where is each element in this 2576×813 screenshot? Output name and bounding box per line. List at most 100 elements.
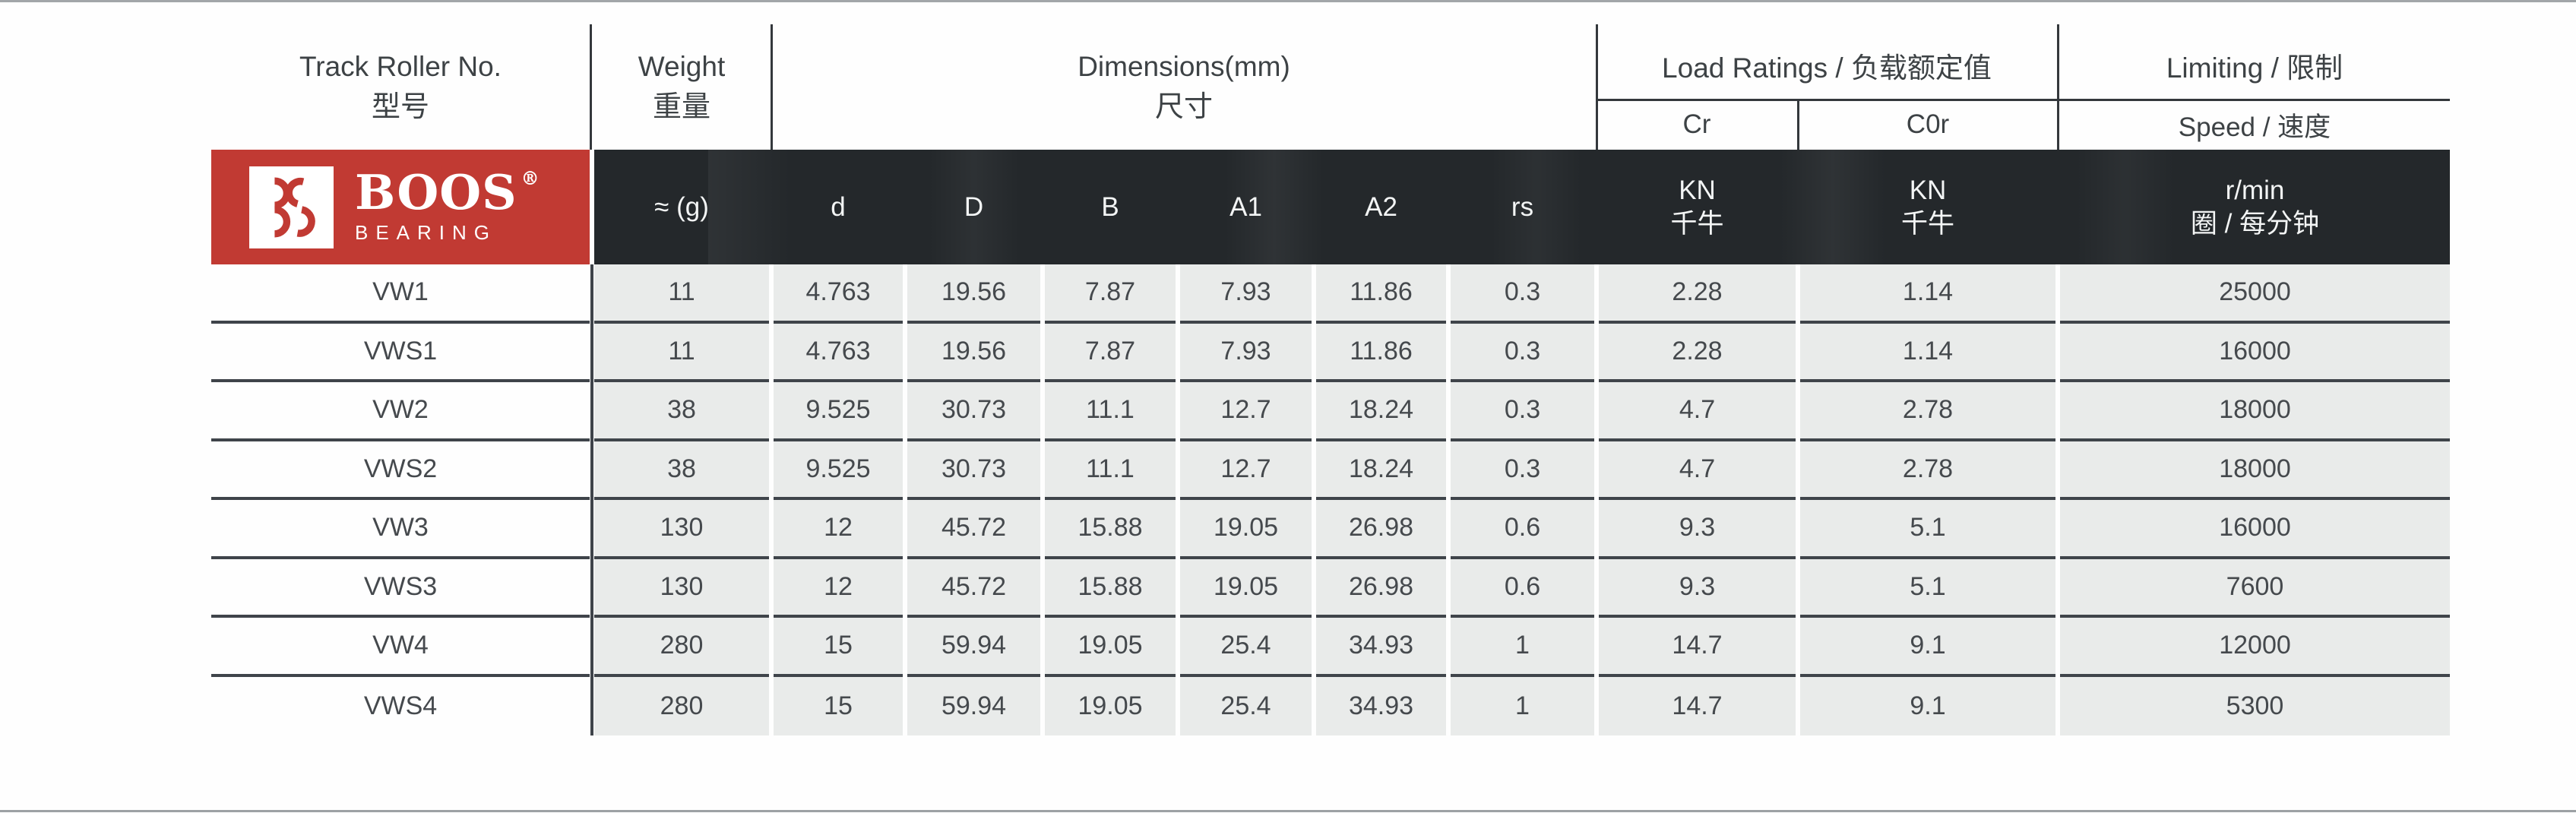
table-body: VW1 11 4.763 19.56 7.87 7.93 11.86 0.3 2.28 1.14 2… xyxy=(211,264,2450,735)
brand-name: BOOS xyxy=(355,164,517,220)
cell-A1: 25.4 xyxy=(1180,676,1312,735)
brand-subtitle: BEARING xyxy=(355,221,498,244)
cell-d: 4.763 xyxy=(774,323,903,382)
header-divider-track-weight xyxy=(590,24,592,150)
header-track-roller-en: Track Roller No. xyxy=(299,50,502,82)
cell-B: 7.87 xyxy=(1045,323,1176,382)
cell-cr: 14.7 xyxy=(1599,676,1796,735)
cell-A1: 19.05 xyxy=(1180,558,1312,618)
unit-speed: r/min 圈 / 每分钟 xyxy=(2190,175,2320,239)
cell-c0r: 1.14 xyxy=(1800,323,2055,382)
cell-c0r: 2.78 xyxy=(1800,441,2055,500)
cell-c0r: 1.14 xyxy=(1800,264,2055,324)
cell-model: VW2 xyxy=(211,382,590,441)
cell-D: 45.72 xyxy=(907,558,1040,618)
cell-D: 59.94 xyxy=(907,618,1040,677)
unit-D: D xyxy=(964,191,984,222)
cell-A1: 12.7 xyxy=(1180,441,1312,500)
cell-weight: 280 xyxy=(594,676,769,735)
unit-B: B xyxy=(1101,191,1119,222)
cell-cr: 4.7 xyxy=(1599,441,1796,500)
header-dimensions: Dimensions(mm) 尺寸 xyxy=(1078,24,1290,150)
cell-weight: 130 xyxy=(594,500,769,559)
cell-A2: 26.98 xyxy=(1316,500,1446,559)
cell-cr: 9.3 xyxy=(1599,500,1796,559)
header-weight-en: Weight xyxy=(638,50,726,82)
cell-model: VWS1 xyxy=(211,324,590,382)
header-cr: Cr xyxy=(1682,109,1711,139)
cell-model: VW1 xyxy=(211,264,590,324)
cell-speed: 7600 xyxy=(2060,558,2450,618)
cell-cr: 9.3 xyxy=(1599,558,1796,618)
cell-speed: 25000 xyxy=(2060,264,2450,324)
cell-D: 30.73 xyxy=(907,441,1040,500)
cell-model: VW4 xyxy=(211,618,590,677)
cell-D: 59.94 xyxy=(907,676,1040,735)
cell-speed: 5300 xyxy=(2060,676,2450,735)
unit-header-band: ≈ (g) d D B A1 A2 rs KN 千牛 KN 千牛 r/min 圈… xyxy=(594,150,2450,264)
top-border-line xyxy=(0,0,2576,2)
brand-logo-block: BOOS ® BEARING xyxy=(211,150,590,264)
cell-D: 45.72 xyxy=(907,500,1040,559)
cell-B: 11.1 xyxy=(1045,441,1176,500)
cell-rs: 0.3 xyxy=(1451,264,1594,324)
cell-A1: 12.7 xyxy=(1180,382,1312,441)
header-speed: Speed / 速度 xyxy=(2178,112,2331,142)
registered-mark-icon: ® xyxy=(521,167,540,189)
unit-cr: KN 千牛 xyxy=(1670,175,1724,239)
cell-cr: 14.7 xyxy=(1599,618,1796,677)
cell-d: 12 xyxy=(774,500,903,559)
header-weight: Weight 重量 xyxy=(638,24,726,150)
cell-cr: 2.28 xyxy=(1599,323,1796,382)
cell-rs: 0.6 xyxy=(1451,500,1594,559)
header-c0r: C0r xyxy=(1906,109,1950,139)
cell-d: 9.525 xyxy=(774,382,903,441)
cell-rs: 0.6 xyxy=(1451,558,1594,618)
cell-D: 19.56 xyxy=(907,323,1040,382)
cell-B: 7.87 xyxy=(1045,264,1176,324)
brand-text: BOOS ® BEARING xyxy=(355,169,540,245)
cell-cr: 4.7 xyxy=(1599,382,1796,441)
cell-d: 9.525 xyxy=(774,441,903,500)
cell-rs: 0.3 xyxy=(1451,441,1594,500)
cell-weight: 280 xyxy=(594,618,769,677)
cell-model: VWS3 xyxy=(211,559,590,618)
cell-speed: 18000 xyxy=(2060,441,2450,500)
header-weight-zh: 重量 xyxy=(652,90,710,123)
header-divider-load-limiting xyxy=(2057,24,2059,150)
header-divider-dims-load xyxy=(1596,24,1598,150)
cell-A2: 34.93 xyxy=(1316,676,1446,735)
cell-A1: 7.93 xyxy=(1180,323,1312,382)
body-divider-track-weight xyxy=(590,264,593,735)
cell-A2: 11.86 xyxy=(1316,323,1446,382)
cell-rs: 1 xyxy=(1451,618,1594,677)
cell-rs: 0.3 xyxy=(1451,323,1594,382)
cell-model: VW3 xyxy=(211,500,590,559)
cell-speed: 16000 xyxy=(2060,323,2450,382)
cell-weight: 130 xyxy=(594,558,769,618)
cell-model: VWS4 xyxy=(363,691,438,720)
cell-speed: 16000 xyxy=(2060,500,2450,559)
unit-A2: A2 xyxy=(1365,191,1397,222)
cell-B: 15.88 xyxy=(1045,500,1176,559)
unit-A1: A1 xyxy=(1229,191,1262,222)
cell-A2: 11.86 xyxy=(1316,264,1446,324)
cell-A2: 18.24 xyxy=(1316,382,1446,441)
cell-d: 12 xyxy=(774,558,903,618)
cell-c0r: 2.78 xyxy=(1800,382,2055,441)
header-dimensions-zh: 尺寸 xyxy=(1154,90,1214,123)
cell-c0r: 9.1 xyxy=(1800,676,2055,735)
cell-A1: 19.05 xyxy=(1180,500,1312,559)
bottom-border-line xyxy=(0,810,2576,812)
cell-A1: 7.93 xyxy=(1180,264,1312,324)
cell-c0r: 5.1 xyxy=(1800,500,2055,559)
cell-A2: 34.93 xyxy=(1316,618,1446,677)
cell-B: 11.1 xyxy=(1045,382,1176,441)
cell-weight: 38 xyxy=(594,382,769,441)
cell-d: 15 xyxy=(774,676,903,735)
unit-c0r: KN 千牛 xyxy=(1900,175,1954,239)
cell-rs: 1 xyxy=(1451,676,1594,735)
cell-weight: 11 xyxy=(594,264,769,324)
cell-B: 19.05 xyxy=(1045,676,1176,735)
header-dimensions-en: Dimensions(mm) xyxy=(1078,50,1290,82)
